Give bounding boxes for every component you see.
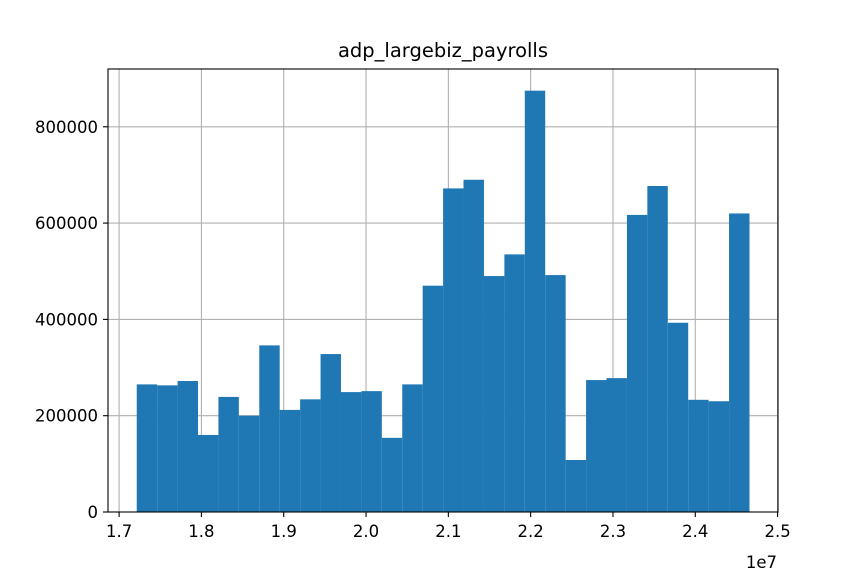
histogram-bar — [340, 392, 362, 512]
histogram-bar — [545, 275, 566, 512]
x-tick-label: 2.4 — [682, 522, 708, 541]
y-tick-label: 800000 — [35, 118, 98, 137]
histogram-bar — [218, 396, 239, 512]
histogram-bar — [238, 415, 260, 512]
histogram-bar — [320, 354, 341, 512]
x-tick-label: 1.7 — [106, 522, 132, 541]
histogram-bars — [136, 90, 750, 513]
histogram-bar — [198, 434, 219, 512]
x-tick-label: 2.1 — [435, 522, 461, 541]
x-tick-label: 2.0 — [353, 522, 379, 541]
histogram-bar — [647, 186, 668, 513]
histogram-bar — [402, 384, 423, 512]
histogram-bar — [157, 385, 178, 512]
x-tick-label: 2.3 — [600, 522, 626, 541]
histogram-bar — [524, 90, 546, 512]
histogram-bar — [279, 409, 301, 512]
histogram-bar — [381, 437, 403, 512]
y-tick-label: 0 — [88, 503, 99, 522]
histogram-bar — [729, 213, 750, 512]
plot-frame — [107, 68, 779, 513]
x-tick-label: 1.8 — [188, 522, 214, 541]
histogram-bar — [688, 399, 709, 512]
histogram-bar — [504, 254, 525, 512]
y-tick-label: 200000 — [35, 407, 98, 426]
histogram-bar — [463, 179, 484, 512]
histogram-bar — [483, 276, 505, 512]
x-tick-label: 2.2 — [518, 522, 544, 541]
histogram-bar — [177, 381, 199, 512]
chart-title: adp_largebiz_payrolls — [338, 39, 548, 62]
histogram-bar — [443, 188, 464, 512]
histogram-bar — [300, 399, 321, 512]
y-tick-label: 400000 — [35, 310, 98, 329]
y-tick-label: 600000 — [35, 214, 98, 233]
histogram-bar — [422, 285, 444, 512]
histogram-bar — [136, 384, 158, 512]
histogram-bar — [708, 401, 730, 512]
x-axis-offset-label: 1e7 — [746, 553, 777, 572]
histogram-bar — [667, 322, 689, 512]
histogram-bar — [259, 345, 280, 512]
axes: 1.7 1.8 1.9 2.0 2.1 2.2 2.3 2.4 2.5 0 200000 400000… — [35, 68, 791, 541]
x-tick-label: 2.5 — [764, 522, 790, 541]
x-tick-label: 1.9 — [271, 522, 297, 541]
histogram-bar — [361, 391, 382, 512]
histogram-bar — [565, 459, 587, 512]
histogram-bar — [586, 380, 607, 512]
histogram-bar — [626, 214, 648, 512]
histogram-bar — [606, 378, 627, 512]
